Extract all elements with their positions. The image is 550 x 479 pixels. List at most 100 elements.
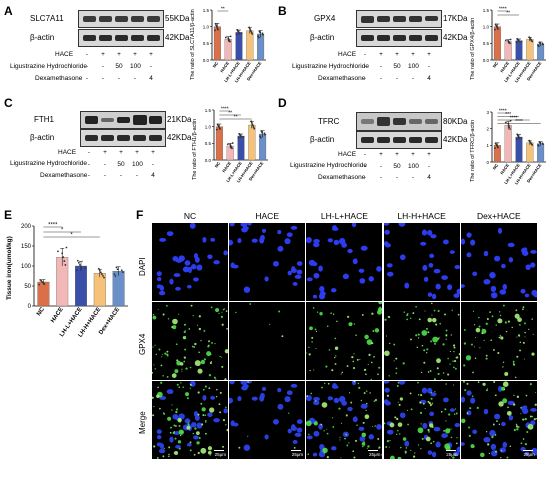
x-tick-label: HACE	[50, 307, 65, 324]
gpx4-signal	[502, 381, 509, 388]
gpx4-signal	[156, 457, 159, 460]
y-tick-label: 0.0	[205, 158, 212, 163]
nucleus	[429, 392, 437, 397]
gpx4-signal	[448, 363, 451, 365]
gpx4-signal	[506, 411, 512, 417]
x-tick-label: NC	[36, 306, 46, 317]
gpx4-signal	[354, 323, 356, 325]
gpx4-signal	[160, 382, 163, 385]
nucleus	[361, 403, 369, 410]
nucleus	[172, 414, 179, 420]
gpx4-signal	[485, 354, 488, 357]
condition-sign: -	[87, 149, 91, 156]
condition-sign: 100	[408, 162, 419, 170]
data-point	[509, 42, 511, 45]
gpx4-signal	[518, 349, 521, 352]
condition-sign: -	[363, 162, 367, 170]
column-header: LH-L+HACE	[320, 211, 368, 221]
gpx4-signal	[378, 302, 383, 305]
condition-sign: +	[117, 51, 121, 58]
gpx4-signal	[183, 356, 186, 359]
gpx4-signal	[470, 343, 473, 346]
gpx4-signal	[409, 450, 411, 452]
gpx4-signal	[344, 438, 347, 440]
nucleus	[472, 430, 477, 435]
nucleus	[453, 293, 460, 298]
nucleus	[166, 231, 174, 237]
gpx4-signal	[339, 439, 341, 441]
bar-nc	[493, 26, 501, 61]
nucleus	[428, 262, 433, 268]
data-point	[103, 276, 105, 279]
gpx4-signal	[362, 314, 365, 317]
gpx4-signal	[349, 392, 351, 394]
blot-label-gpx4: GPX4	[314, 14, 336, 23]
nucleus	[331, 446, 337, 451]
gpx4-signal	[449, 351, 451, 353]
nucleus	[524, 293, 529, 298]
gpx4-signal	[375, 328, 380, 333]
gpx4-signal	[485, 357, 488, 360]
blot-label-tfrc: TFRC	[318, 117, 340, 126]
gpx4-signal	[529, 415, 532, 418]
gpx4-signal	[208, 387, 211, 390]
scale-bar	[291, 450, 302, 452]
gpx4-signal	[204, 414, 207, 417]
gpx4-signal	[405, 314, 408, 317]
gpx4-signal	[320, 424, 323, 426]
gpx4-signal	[364, 392, 366, 395]
nucleus	[500, 422, 506, 427]
nucleus	[196, 264, 203, 271]
nucleus	[313, 400, 320, 406]
micrograph-merge: 25μm	[460, 381, 537, 460]
gpx4-signal	[399, 397, 403, 402]
data-point	[539, 42, 541, 45]
gpx4-signal	[186, 397, 189, 400]
gpx4-signal	[152, 397, 154, 400]
gpx4-signal	[445, 338, 447, 341]
nucleus	[497, 227, 502, 234]
condition-sign: -	[119, 172, 123, 179]
bar-lh-h-hace	[248, 124, 256, 161]
y-tick-label: 1.5	[483, 8, 490, 13]
condition-sign: -	[411, 75, 415, 82]
gpx4-signal	[417, 427, 423, 434]
nucleus	[460, 284, 465, 288]
nucleus	[352, 223, 357, 228]
gpx4-signal	[371, 312, 374, 316]
significance-label: ****	[515, 119, 523, 125]
condition-sign: -	[117, 75, 121, 82]
scale-bar	[522, 450, 533, 452]
nucleus	[352, 381, 357, 386]
gpx4-signal	[353, 353, 355, 355]
data-point	[214, 29, 216, 32]
kda-label-42-c: 42KDa	[167, 133, 192, 142]
gpx4-signal	[395, 434, 397, 436]
gpx4-signal	[225, 310, 228, 313]
gpx4-signal	[353, 456, 356, 459]
gpx4-signal	[498, 311, 501, 313]
gpx4-signal	[527, 328, 530, 331]
gpx4-signal	[221, 323, 224, 327]
significance-label: ****	[48, 223, 58, 229]
data-point	[257, 35, 260, 38]
gpx4-signal	[395, 418, 398, 421]
data-point	[264, 133, 266, 136]
nucleus	[207, 412, 213, 418]
gpx4-signal	[509, 445, 511, 448]
gpx4-signal	[436, 367, 439, 370]
gpx4-signal	[452, 366, 455, 369]
gpx4-signal	[431, 314, 433, 316]
condition-hace-c: HACE	[58, 149, 77, 156]
gpx4-signal	[364, 414, 370, 420]
nucleus	[189, 223, 196, 229]
chart-e-ylabel: Tissue iron(umol/kg)	[6, 236, 13, 300]
nucleus	[313, 272, 320, 279]
gpx4-signal	[499, 335, 502, 337]
gpx4-signal	[157, 386, 159, 389]
gpx4-signal	[409, 338, 412, 341]
nucleus	[524, 452, 529, 456]
nucleus	[319, 285, 325, 293]
gpx4-signal	[341, 423, 343, 425]
gpx4-signal	[386, 440, 389, 443]
